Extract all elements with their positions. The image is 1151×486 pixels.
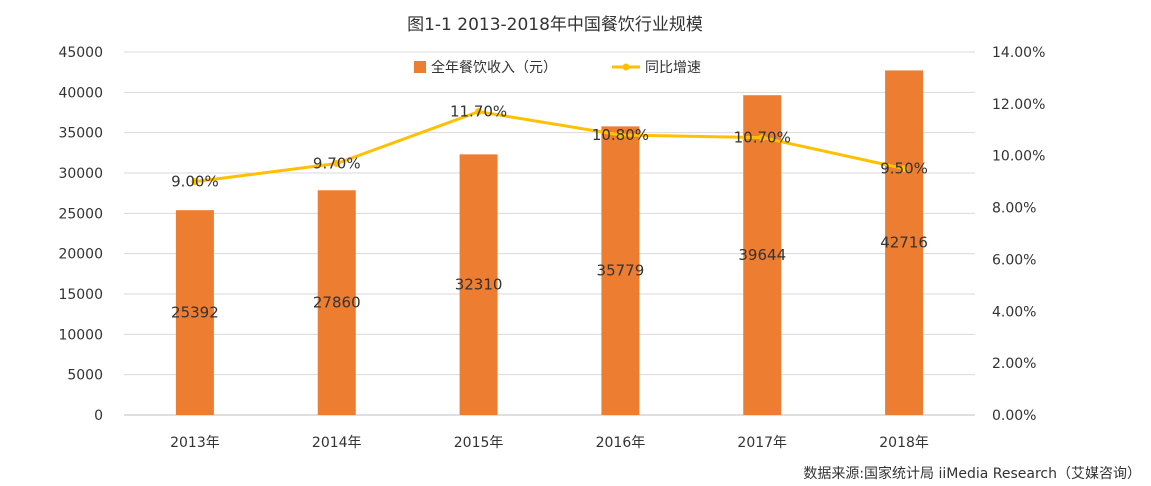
line-data-label: 9.00% [171, 173, 219, 191]
line-data-label: 10.80% [592, 126, 649, 144]
y-right-tick-label: 14.00% [992, 45, 1045, 61]
bar-data-label: 27860 [313, 294, 361, 312]
y-left-tick-label: 25000 [58, 206, 103, 222]
gridlines [124, 51, 975, 416]
legend-line-label: 同比增速 [645, 60, 701, 76]
line-point [900, 165, 908, 173]
growth-line [194, 110, 905, 184]
y-left-tick-label: 5000 [67, 368, 103, 384]
y-right-tick-label: 6.00% [992, 252, 1036, 268]
line-series [191, 108, 908, 186]
y-left-tick-label: 20000 [58, 247, 103, 263]
bar [885, 70, 924, 416]
y-left-tick-label: 35000 [58, 126, 103, 142]
x-tick-label: 2013年 [170, 435, 220, 451]
y-right-tick-label: 8.00% [992, 201, 1036, 217]
line-data-label: 9.50% [880, 160, 928, 178]
bar [175, 210, 214, 415]
line-data-label: 9.70% [313, 154, 361, 172]
bar-data-label: 35779 [597, 262, 645, 280]
bar [743, 95, 782, 415]
x-tick-label: 2014年 [312, 435, 362, 451]
y-axis-right: 0.00% 2.00% 4.00% 6.00% 8.00% 10.00% 12.00% 14.… [992, 45, 1045, 424]
bar [317, 190, 356, 415]
y-left-tick-label: 15000 [58, 287, 103, 303]
chart-title: 图1-1 2013-2018年中国餐饮行业规模 [407, 15, 703, 35]
bar-data-label: 42716 [880, 234, 928, 252]
bar [601, 126, 640, 415]
data-labels: 25392 27860 32310 35779 39644 42716 9.00% 9.70%… [171, 103, 928, 322]
y-right-tick-label: 4.00% [992, 304, 1036, 320]
bar [459, 154, 498, 415]
line-point [758, 134, 766, 142]
bar-data-label: 25392 [171, 304, 219, 322]
bar-series [175, 70, 924, 416]
x-tick-label: 2015年 [454, 435, 504, 451]
y-left-tick-label: 45000 [58, 45, 103, 61]
y-right-tick-label: 2.00% [992, 356, 1036, 372]
y-left-tick-label: 40000 [58, 85, 103, 101]
y-left-tick-label: 30000 [58, 166, 103, 182]
x-axis: 2013年 2014年 2015年 2016年 2017年 2018年 [170, 435, 929, 451]
y-right-tick-label: 10.00% [992, 149, 1045, 165]
y-left-tick-label: 10000 [58, 327, 103, 343]
x-tick-label: 2017年 [737, 435, 787, 451]
line-point [616, 131, 624, 139]
legend-bar-label: 全年餐饮收入（元） [431, 59, 557, 76]
y-axis-left: 0 5000 10000 15000 20000 25000 30000 35000 40000… [58, 45, 103, 424]
x-tick-label: 2018年 [879, 435, 929, 451]
y-left-tick-label: 0 [94, 408, 103, 424]
bar-data-label: 32310 [455, 276, 503, 294]
line-data-label: 11.70% [450, 103, 507, 121]
legend: 全年餐饮收入（元） 同比增速 [414, 59, 701, 76]
line-data-label: 10.70% [734, 129, 791, 147]
legend-line-marker [622, 63, 630, 71]
line-point [333, 159, 341, 167]
y-right-tick-label: 0.00% [992, 408, 1036, 424]
bar-data-label: 39644 [738, 246, 786, 264]
source-note: 数据来源:国家统计局 iiMedia Research（艾媒咨询） [803, 465, 1141, 482]
line-point [191, 178, 199, 186]
line-point [475, 108, 483, 116]
legend-bar-swatch [414, 61, 426, 73]
x-tick-label: 2016年 [596, 435, 646, 451]
y-right-tick-label: 12.00% [992, 97, 1045, 113]
